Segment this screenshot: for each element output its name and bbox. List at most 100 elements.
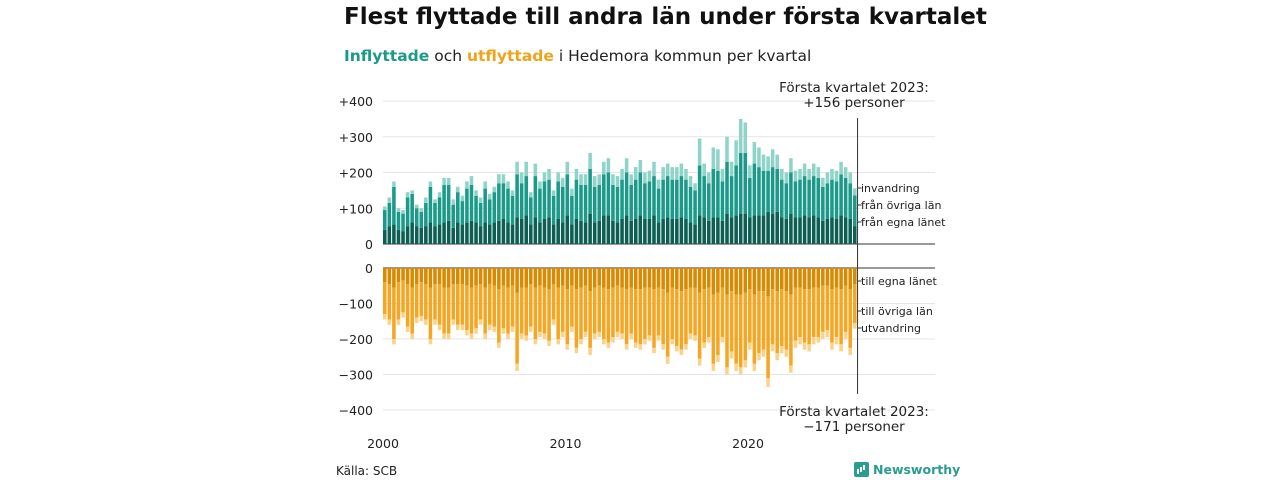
bar-in-other-counties: [383, 210, 387, 230]
bar-out-emigration: [693, 335, 697, 341]
bar-out-same-county: [492, 268, 497, 286]
bar-in-other-counties: [798, 179, 802, 218]
bar-in-same-county: [602, 215, 606, 244]
bar-out-other-counties: [761, 291, 766, 350]
bar-in-other-counties: [665, 176, 670, 218]
bar-in-other-counties: [647, 181, 652, 219]
bar-in-immigration: [766, 156, 770, 171]
bar-out-other-counties: [620, 287, 624, 334]
bar-out-emigration: [551, 319, 556, 325]
bar-in-same-county: [529, 224, 533, 244]
bar-in-same-county: [524, 215, 529, 244]
bar-out-other-counties: [752, 294, 757, 364]
bar-in-same-county: [807, 217, 811, 244]
bar-in-other-counties: [570, 195, 574, 225]
bar-out-emigration: [565, 344, 570, 350]
bar-in-same-county: [392, 224, 396, 244]
bar-out-same-county: [629, 268, 633, 288]
bar-out-other-counties: [497, 289, 501, 343]
bar-out-other-counties: [501, 285, 506, 329]
bar-in-immigration: [401, 210, 405, 214]
bar-out-same-county: [437, 268, 442, 284]
bar-out-emigration: [720, 337, 725, 343]
bar-out-same-county: [383, 268, 387, 283]
bar-out-emigration: [506, 333, 510, 339]
bar-in-immigration: [789, 158, 793, 173]
bar-out-emigration: [789, 365, 793, 373]
bar-out-other-counties: [442, 287, 446, 334]
bar-out-other-counties: [570, 285, 574, 327]
bar-in-other-counties: [697, 165, 702, 216]
bar-out-other-counties: [807, 289, 811, 345]
bar-in-same-county: [821, 220, 825, 244]
bar-out-other-counties: [474, 285, 478, 329]
bar-out-same-county: [811, 268, 816, 288]
bar-in-other-counties: [675, 179, 679, 219]
bar-out-same-county: [839, 268, 843, 290]
bar-out-emigration: [679, 349, 684, 355]
bar-in-immigration: [547, 168, 551, 180]
bar-out-other-counties: [789, 294, 793, 366]
bar-out-same-county: [693, 268, 697, 288]
bar-in-same-county: [597, 220, 602, 244]
bar-out-emigration: [697, 358, 702, 366]
bar-out-other-counties: [383, 282, 387, 315]
bar-in-same-county: [629, 220, 633, 244]
bar-out-emigration: [583, 331, 588, 338]
bar-in-other-counties: [624, 172, 629, 216]
bar-out-same-county: [734, 268, 738, 295]
bar-out-emigration: [807, 344, 811, 352]
bar-out-same-county: [770, 268, 775, 290]
bar-in-immigration: [620, 168, 624, 180]
bar-out-other-counties: [606, 289, 611, 343]
bar-out-emigration: [643, 339, 647, 345]
bar-in-same-county: [789, 213, 793, 244]
bar-out-same-county: [529, 268, 533, 284]
bar-out-other-counties: [588, 291, 592, 348]
bar-in-immigration: [752, 142, 757, 164]
bar-out-other-counties: [784, 291, 789, 350]
bar-out-emigration: [620, 333, 624, 339]
bar-out-emigration: [748, 342, 752, 350]
bar-in-other-counties: [519, 183, 524, 219]
bar-in-other-counties: [620, 179, 624, 219]
bar-in-same-county: [556, 218, 560, 244]
subtitle-rest: i Hedemora kommun per kvartal: [553, 47, 812, 65]
bar-in-other-counties: [529, 197, 533, 225]
bar-out-other-counties: [743, 292, 748, 361]
bar-out-emigration: [798, 337, 802, 345]
bar-in-same-county: [656, 222, 661, 244]
bar-out-emigration: [405, 326, 410, 332]
bar-in-same-county: [442, 222, 446, 244]
bar-out-same-county: [474, 268, 478, 286]
bar-in-same-county: [424, 226, 428, 244]
bar-in-other-counties: [515, 174, 519, 218]
bar-in-immigration: [830, 168, 834, 180]
bar-in-other-counties: [492, 192, 497, 223]
bar-out-other-counties: [506, 287, 510, 334]
bar-out-same-county: [656, 268, 661, 288]
bar-out-same-county: [665, 268, 670, 293]
bar-in-immigration: [551, 190, 556, 196]
bar-out-emigration: [816, 337, 821, 343]
bar-in-same-county: [396, 229, 401, 244]
x-tick-label: 2010: [550, 436, 582, 451]
bar-out-emigration: [497, 342, 501, 348]
bar-out-emigration: [492, 326, 497, 332]
bar-out-same-county: [419, 268, 424, 283]
bar-out-other-counties: [811, 287, 816, 338]
bar-in-immigration: [451, 199, 456, 205]
bar-out-other-counties: [597, 285, 602, 332]
bar-out-same-county: [515, 268, 519, 293]
bar-in-immigration: [670, 167, 675, 180]
bar-in-immigration: [492, 186, 497, 193]
bar-out-emigration: [766, 378, 770, 387]
bar-out-emigration: [670, 339, 675, 345]
bar-in-immigration: [592, 176, 597, 187]
bar-in-immigration: [647, 170, 652, 182]
bar-out-other-counties: [748, 289, 752, 343]
bar-out-other-counties: [392, 287, 396, 339]
bar-in-immigration: [802, 163, 807, 177]
bar-out-same-county: [661, 268, 665, 290]
bar-in-immigration: [556, 172, 560, 182]
